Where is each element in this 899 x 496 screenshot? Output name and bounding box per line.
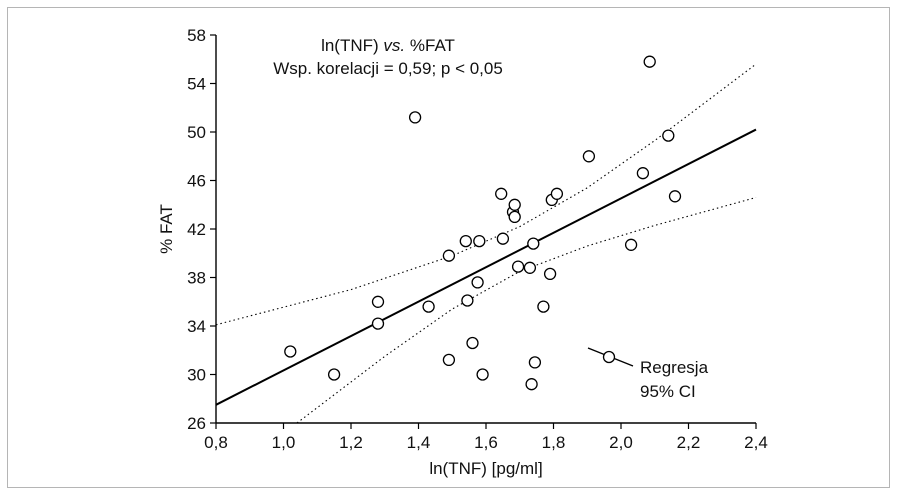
data-point <box>476 368 489 381</box>
chart-title-main: ln(TNF) <box>321 36 379 55</box>
data-point <box>636 167 650 180</box>
data-point <box>496 232 510 245</box>
data-point <box>527 237 540 250</box>
data-point <box>327 368 341 381</box>
regression-line-group <box>215 128 757 406</box>
y-tick-label: 38 <box>187 269 206 288</box>
legend: Regresja 95% CI <box>587 347 709 401</box>
x-tick-label: 1,6 <box>474 433 498 452</box>
data-point <box>550 187 564 200</box>
legend-label-regression: Regresja <box>640 358 709 377</box>
data-point <box>459 234 472 248</box>
y-tick-label: 34 <box>187 317 206 336</box>
data-point <box>495 187 508 200</box>
y-tick-label: 58 <box>187 26 206 45</box>
data-point <box>371 317 385 330</box>
x-tick-label: 1,0 <box>272 433 296 452</box>
data-point <box>523 261 537 274</box>
data-point <box>471 276 484 289</box>
y-tick-label: 46 <box>187 172 206 191</box>
confidence-band <box>215 63 757 424</box>
legend-marker-icon <box>602 350 616 364</box>
data-point <box>284 345 297 358</box>
y-tick-label: 50 <box>187 123 206 142</box>
data-point <box>582 150 596 163</box>
y-tick-label: 26 <box>187 414 206 433</box>
chart-title-suffix: %FAT <box>410 36 455 55</box>
chart-subtitle: Wsp. korelacji = 0,59; p < 0,05 <box>273 59 503 78</box>
x-tick-label: 1,4 <box>407 433 431 452</box>
legend-label-ci: 95% CI <box>640 382 696 401</box>
x-tick-label: 2,2 <box>677 433 701 452</box>
y-tick-label: 54 <box>187 75 206 94</box>
data-point <box>543 267 557 281</box>
data-point <box>473 234 486 248</box>
data-point <box>511 260 525 273</box>
data-point <box>461 294 474 307</box>
y-tick-label: 30 <box>187 366 206 385</box>
x-tick-label: 2,4 <box>744 433 768 452</box>
data-points <box>284 55 682 391</box>
y-axis-ticks: 26 30 34 38 42 46 50 54 58 <box>187 26 216 433</box>
regression-line <box>215 128 757 406</box>
data-point <box>508 210 521 224</box>
x-tick-label: 2,0 <box>609 433 633 452</box>
chart-title-vs: vs. <box>383 36 405 55</box>
x-axis-label: ln(TNF) [pg/ml] <box>429 459 542 478</box>
data-point <box>528 356 542 369</box>
data-point <box>442 353 456 367</box>
data-point <box>422 300 435 313</box>
data-point <box>442 249 456 262</box>
x-axis-ticks: 0,8 1,0 1,2 1,4 1,6 1,8 2,0 2,2 2,4 <box>204 423 768 452</box>
data-point <box>643 55 656 68</box>
data-point <box>668 190 682 203</box>
x-tick-label: 0,8 <box>204 433 228 452</box>
data-point <box>408 111 422 124</box>
chart-title: ln(TNF) vs. %FAT <box>321 36 455 55</box>
x-tick-label: 1,2 <box>339 433 363 452</box>
data-point <box>371 295 385 308</box>
data-point <box>624 238 638 251</box>
y-tick-label: 42 <box>187 220 206 239</box>
data-point <box>525 378 538 391</box>
data-point <box>508 198 521 211</box>
data-point <box>537 300 550 313</box>
ci-upper-line <box>215 63 757 326</box>
data-point <box>466 336 479 350</box>
y-axis-label: % FAT <box>157 204 176 254</box>
data-point <box>662 129 675 142</box>
x-tick-label: 1,8 <box>542 433 566 452</box>
figure-frame <box>7 7 890 488</box>
